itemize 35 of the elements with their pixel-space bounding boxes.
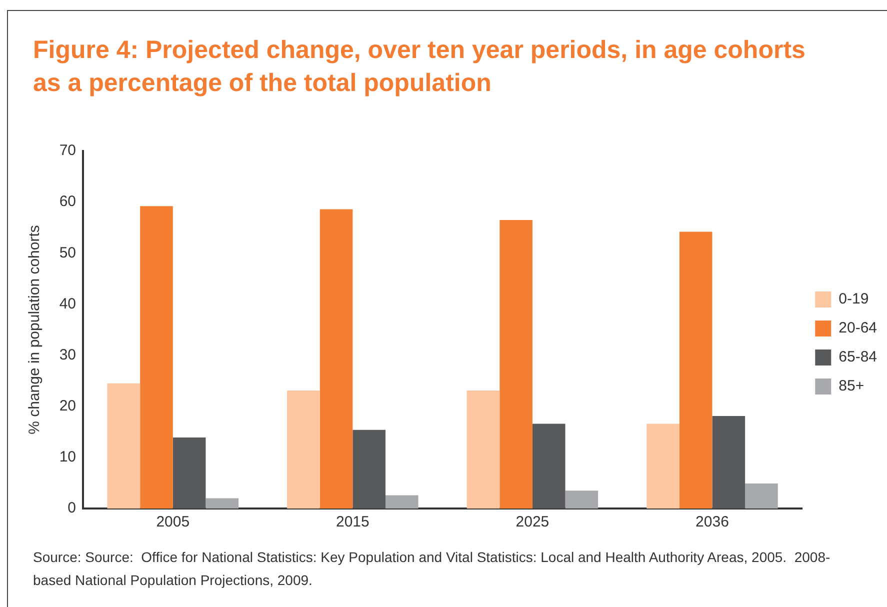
bar	[745, 483, 778, 508]
legend-label: 85+	[838, 378, 864, 395]
bar	[712, 416, 746, 508]
y-tick-label: 50	[59, 244, 76, 262]
y-tick-label: 60	[59, 193, 76, 210]
bar	[565, 490, 598, 508]
chart-title: Figure 4: Projected change, over ten year periods, in age cohorts as a percentage of the total population	[33, 35, 806, 99]
y-tick-label: 30	[59, 346, 76, 364]
y-tick-label: 10	[59, 448, 76, 466]
bar	[646, 424, 680, 508]
x-tick-label: 2036	[696, 514, 729, 531]
bar	[500, 220, 532, 508]
x-tick-label: 2015	[336, 514, 370, 531]
bar	[466, 390, 500, 508]
bar	[532, 424, 566, 508]
y-tick-label: 20	[59, 398, 76, 414]
y-axis-title: % change in population cohorts	[26, 225, 44, 434]
bar	[320, 209, 353, 508]
bar	[172, 438, 206, 508]
y-tick-label: 40	[59, 295, 76, 312]
legend-label: 0-19	[838, 290, 869, 308]
x-tick-label: 2005	[156, 514, 190, 531]
bar	[679, 232, 712, 508]
bar	[287, 390, 320, 508]
bar	[107, 383, 140, 508]
source-note: Source: Source: Office for National Statistics: Key Population and Vital Statistics: Local and Health Authority Areas, 2005. 2008-based National Population Projections, 2009.	[33, 548, 832, 590]
y-tick-label: 70	[59, 142, 76, 160]
bar	[206, 498, 239, 508]
bar	[352, 430, 386, 508]
x-tick-label: 2025	[516, 514, 550, 531]
legend-label: 65-84	[838, 348, 878, 366]
bar	[385, 495, 418, 508]
y-tick-label: 0	[68, 500, 76, 517]
legend-label: 20-64	[838, 320, 878, 337]
bar	[140, 206, 173, 508]
